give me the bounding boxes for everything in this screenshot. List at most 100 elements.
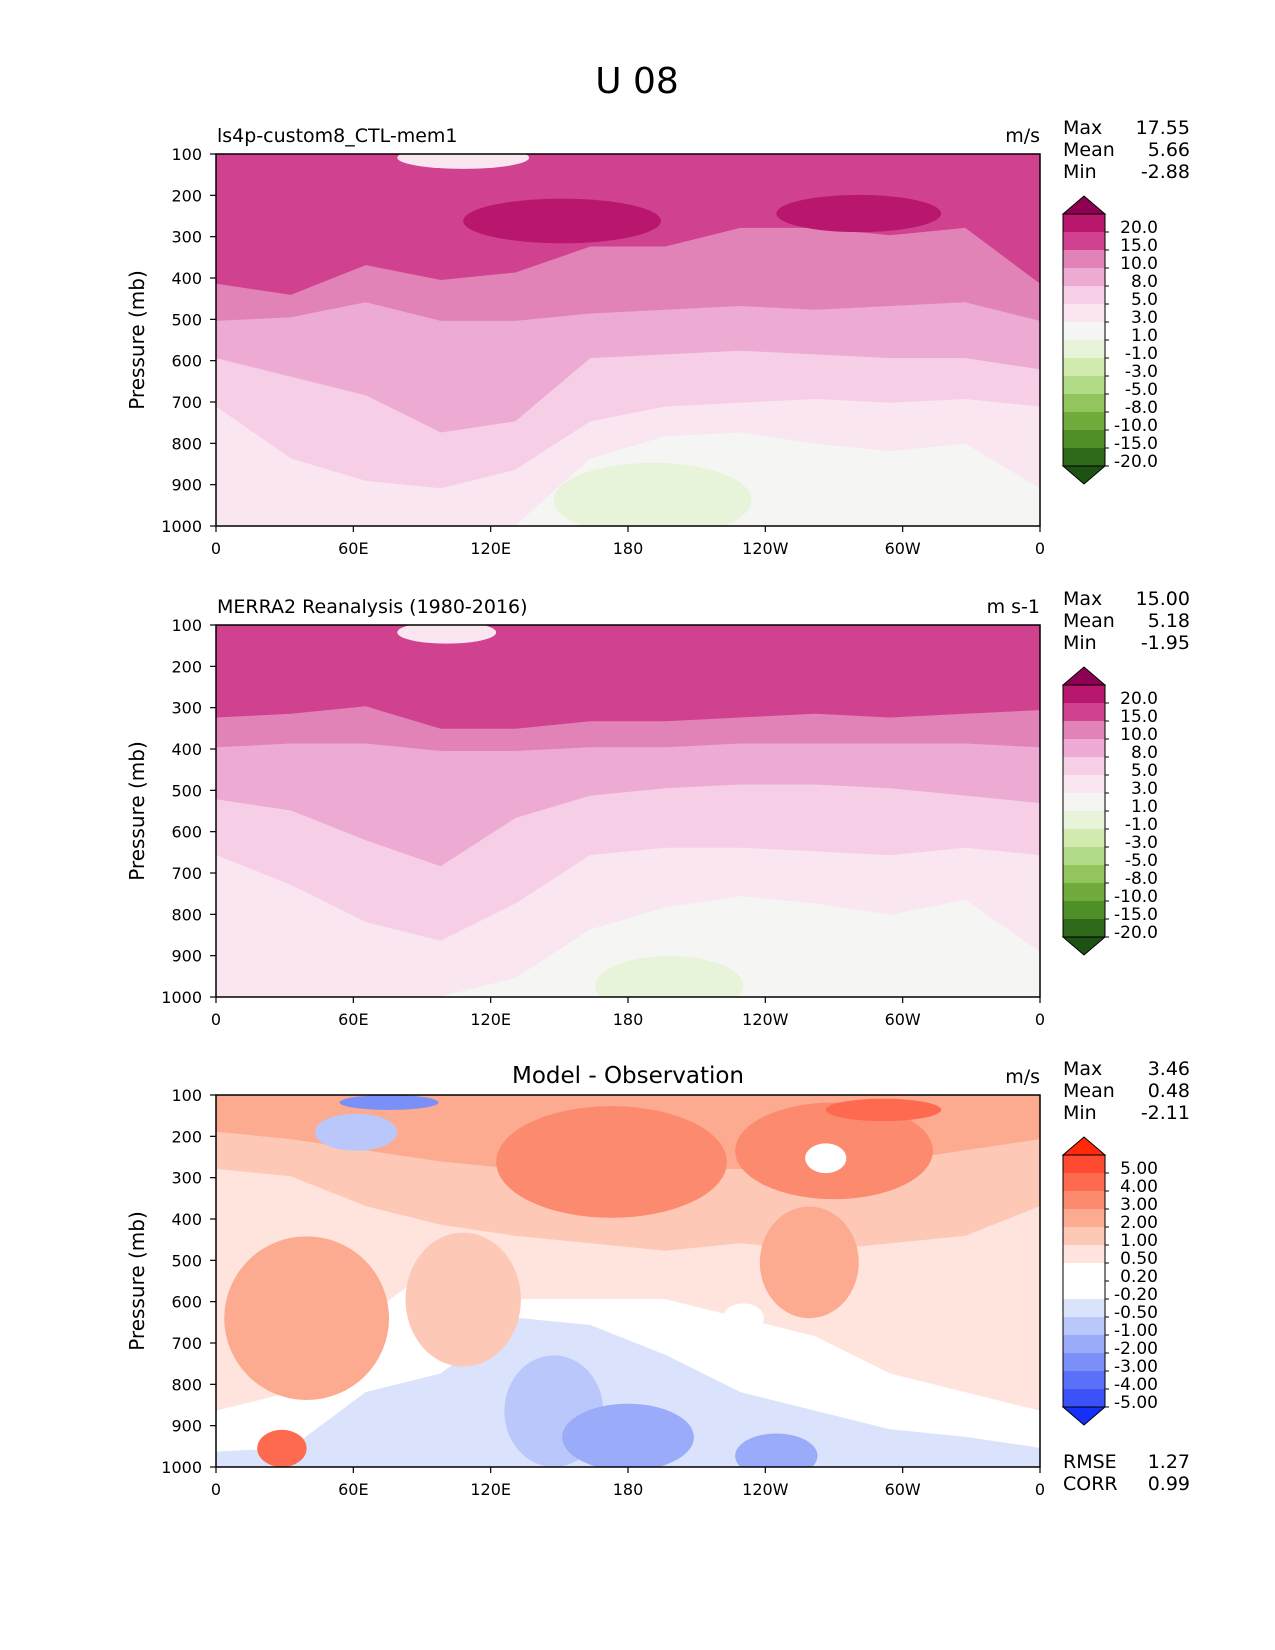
colorbar-extend-top [1061, 195, 1107, 215]
colorbar-segment [1063, 685, 1105, 704]
y-axis-label: Pressure (mb) [125, 1211, 149, 1351]
colorbar-segment [1063, 757, 1105, 776]
stat-value: 15.00 [1136, 588, 1190, 610]
colorbar-label: 0.50 [1120, 1249, 1158, 1269]
y-tick-label: 800 [171, 905, 202, 924]
colorbar-segment [1063, 1299, 1105, 1318]
colorbar-label: 20.0 [1120, 218, 1158, 238]
colorbar-segment [1063, 304, 1105, 323]
colorbar-label: 10.0 [1120, 725, 1158, 745]
y-tick-label: 400 [171, 1210, 202, 1229]
colorbar-label: -10.0 [1114, 887, 1158, 907]
panel-title: ls4p-custom8_CTL-mem1 [217, 125, 458, 147]
x-tick-label: 0 [211, 1480, 221, 1499]
colorbar-label: 3.0 [1131, 308, 1158, 328]
y-tick-label: 300 [171, 699, 202, 718]
stat-label: Max [1063, 588, 1102, 610]
colorbar-label: -0.20 [1114, 1285, 1158, 1305]
y-tick-label: 500 [171, 781, 202, 800]
contour-field [216, 625, 1040, 997]
colorbar-segment [1063, 775, 1105, 794]
colorbar-segment [1063, 358, 1105, 377]
x-tick-label: 180 [613, 1010, 644, 1029]
colorbar: 5.004.003.002.001.000.500.20-0.20-0.50-1… [1061, 1136, 1158, 1426]
colorbar-label: -3.00 [1114, 1357, 1158, 1377]
stat-label: Max [1063, 117, 1102, 139]
colorbar-extend-bottom [1061, 1406, 1107, 1426]
contour-feature [805, 1143, 847, 1174]
stat-label: RMSE [1063, 1451, 1117, 1473]
colorbar-label: -0.50 [1114, 1303, 1158, 1323]
x-tick-label: 180 [613, 539, 644, 558]
colorbar-label: 8.0 [1131, 743, 1158, 763]
colorbar-segment [1063, 430, 1105, 449]
contour-feature [595, 956, 744, 997]
stat-value: -2.11 [1141, 1102, 1190, 1124]
colorbar-segment [1063, 1371, 1105, 1390]
colorbar-segment [1063, 1155, 1105, 1174]
colorbar-label: 4.00 [1120, 1177, 1158, 1197]
y-tick-label: 300 [171, 1169, 202, 1188]
colorbar-label: 1.00 [1120, 1231, 1158, 1251]
colorbar-label: -15.0 [1114, 434, 1158, 454]
contour-feature [722, 1303, 764, 1334]
x-tick-label: 0 [211, 539, 221, 558]
stat-label: Mean [1063, 1080, 1115, 1102]
y-tick-label: 600 [171, 352, 202, 371]
colorbar-label: 2.00 [1120, 1213, 1158, 1233]
y-tick-label: 100 [171, 1086, 202, 1105]
colorbar-segment [1063, 1263, 1105, 1282]
x-tick-label: 60W [885, 539, 921, 558]
colorbar-segment [1063, 847, 1105, 866]
y-tick-label: 200 [171, 186, 202, 205]
colorbar-segment [1063, 448, 1105, 467]
x-tick-label: 0 [211, 1010, 221, 1029]
colorbar-label: 15.0 [1120, 707, 1158, 727]
y-axis-label: Pressure (mb) [125, 270, 149, 410]
colorbar-segment [1063, 376, 1105, 395]
stat-value: 5.66 [1148, 139, 1190, 161]
contour-feature [224, 1236, 390, 1401]
colorbar-segment [1063, 250, 1105, 269]
colorbar-segment [1063, 412, 1105, 431]
y-tick-label: 200 [171, 1127, 202, 1146]
x-tick-label: 60W [885, 1480, 921, 1499]
contour-feature [397, 154, 530, 169]
contour-feature [553, 462, 752, 526]
colorbar-label: -20.0 [1114, 452, 1158, 472]
y-tick-label: 700 [171, 393, 202, 412]
y-tick-label: 100 [171, 145, 202, 164]
stat-label: Min [1063, 632, 1097, 654]
y-axis-label: Pressure (mb) [125, 741, 149, 881]
colorbar-segment [1063, 1281, 1105, 1300]
colorbar-segment [1063, 1173, 1105, 1192]
x-tick-label: 120W [742, 1480, 789, 1499]
x-tick-label: 60W [885, 1010, 921, 1029]
colorbar-segment [1063, 214, 1105, 233]
y-tick-label: 700 [171, 1334, 202, 1353]
colorbar-label: 3.0 [1131, 779, 1158, 799]
contour-feature [759, 1206, 859, 1319]
colorbar-segment [1063, 811, 1105, 830]
contour-feature [735, 1433, 818, 1467]
colorbar-segment [1063, 919, 1105, 938]
x-tick-label: 180 [613, 1480, 644, 1499]
colorbar-label: 5.0 [1131, 290, 1158, 310]
colorbar-label: 15.0 [1120, 236, 1158, 256]
colorbar-label: -1.0 [1125, 344, 1158, 364]
y-tick-label: 500 [171, 310, 202, 329]
stat-label: Mean [1063, 610, 1115, 632]
contour-band [216, 847, 1040, 997]
units-label: m s-1 [987, 596, 1040, 618]
stat-value: 1.27 [1148, 1451, 1190, 1473]
colorbar-segment [1063, 739, 1105, 758]
x-tick-label: 120W [742, 539, 789, 558]
colorbar-label: -4.00 [1114, 1375, 1158, 1395]
y-tick-label: 100 [171, 616, 202, 635]
colorbar-segment [1063, 901, 1105, 920]
contour-feature [397, 625, 497, 644]
x-tick-label: 120E [470, 539, 511, 558]
y-tick-label: 400 [171, 269, 202, 288]
stat-value: -2.88 [1141, 161, 1190, 183]
colorbar-segment [1063, 268, 1105, 287]
